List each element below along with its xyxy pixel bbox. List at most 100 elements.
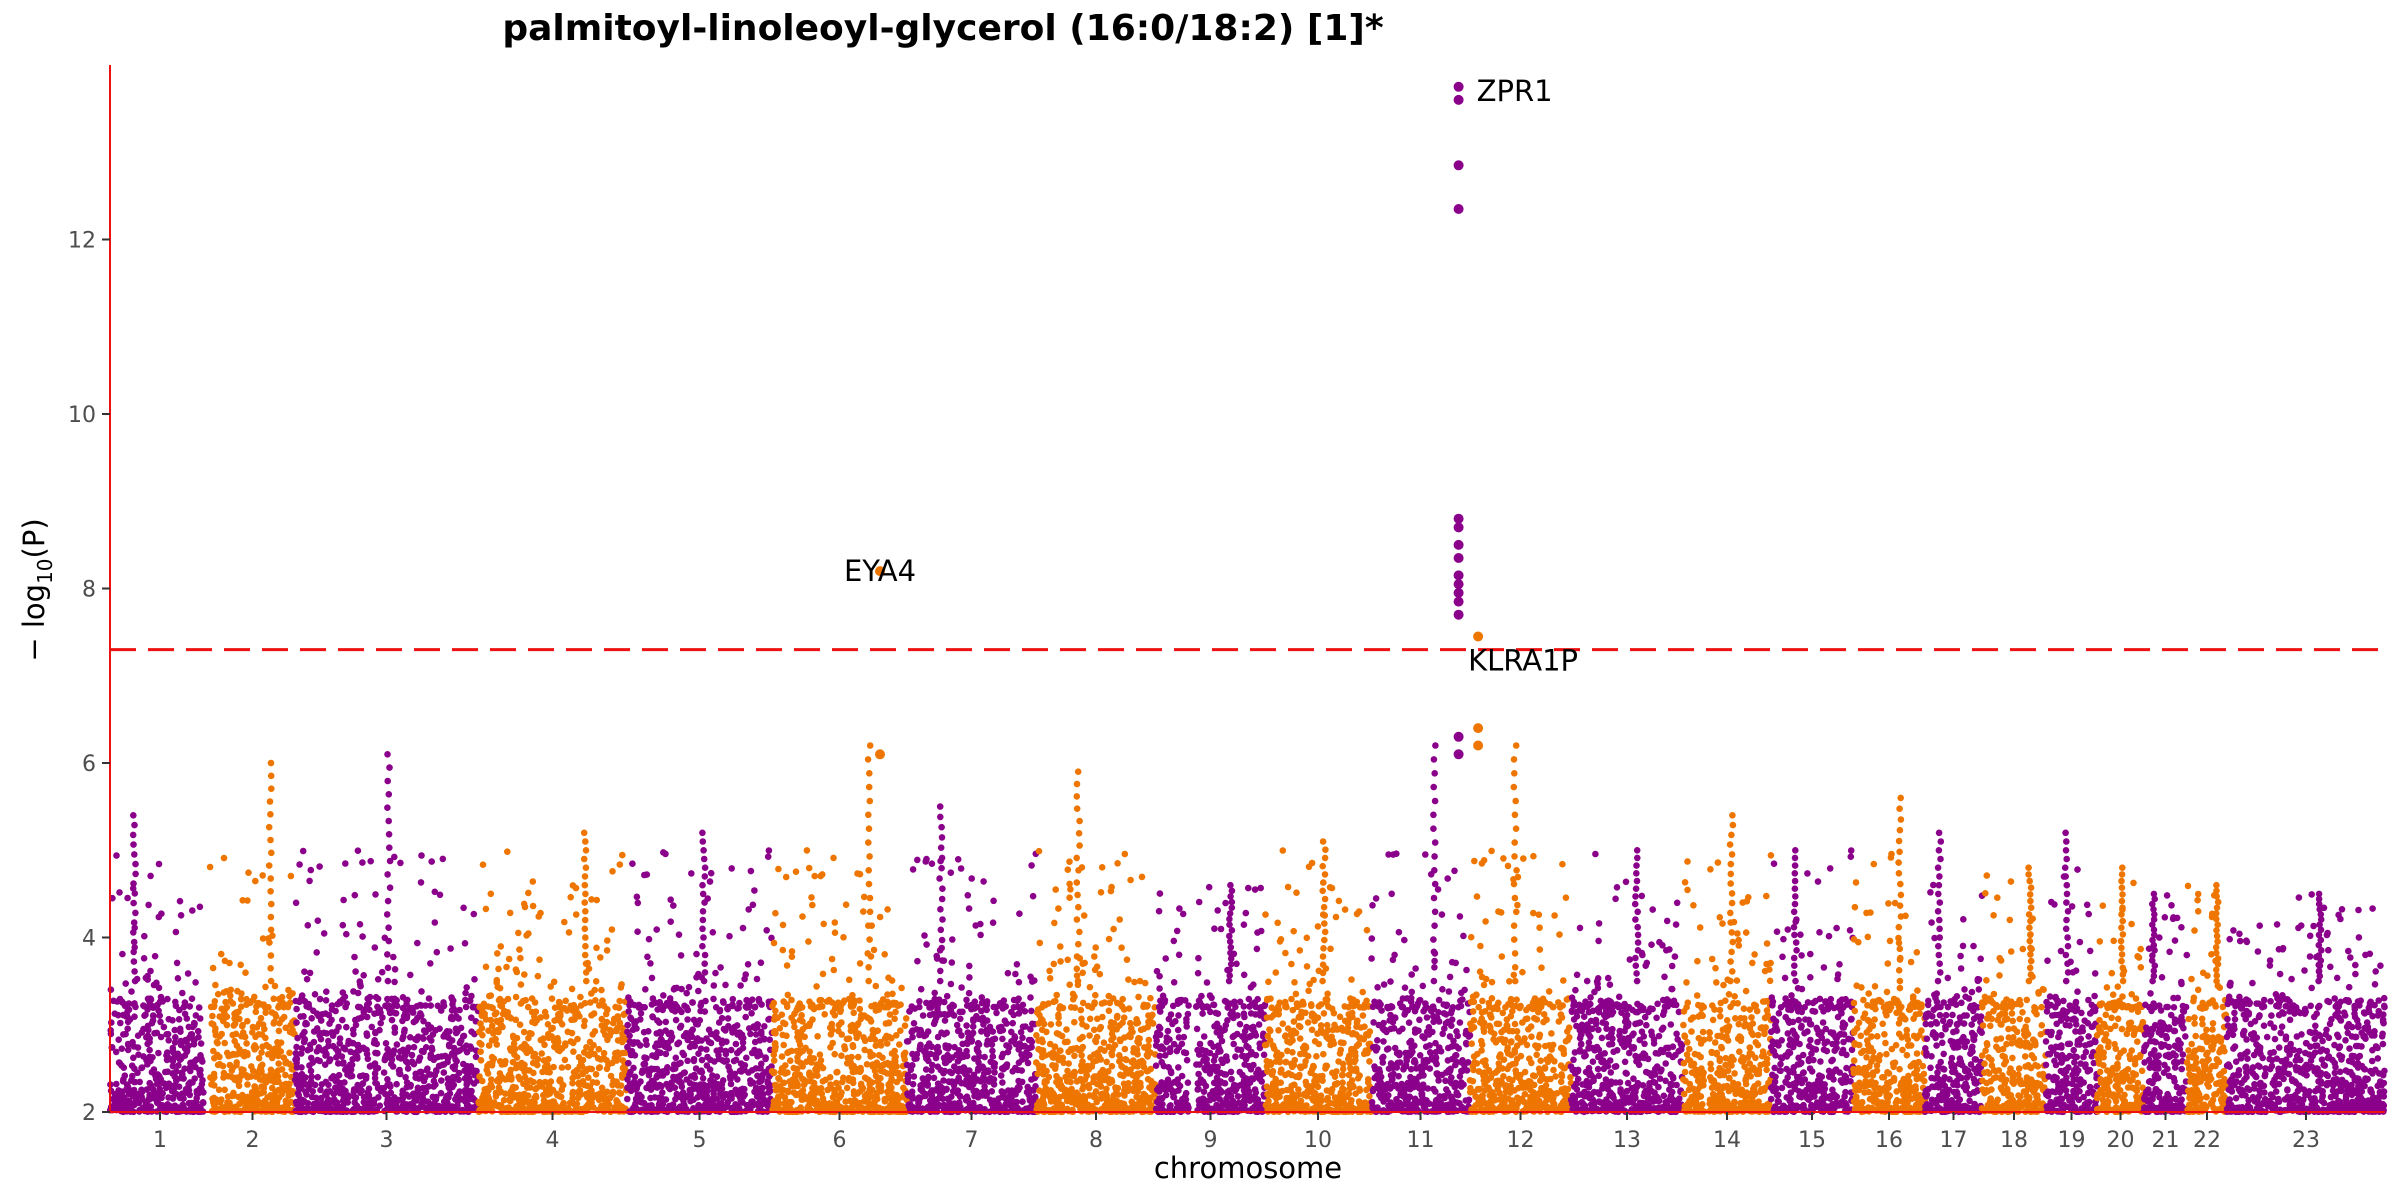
snp-point bbox=[285, 1080, 293, 1088]
snp-point bbox=[228, 1067, 236, 1074]
snp-point bbox=[678, 1008, 685, 1016]
snp-point bbox=[158, 910, 165, 917]
snp-point bbox=[663, 1069, 670, 1076]
snp-point bbox=[945, 1043, 953, 1050]
snp-point bbox=[292, 997, 300, 1005]
snp-point bbox=[259, 1021, 267, 1028]
snp-point bbox=[298, 1076, 306, 1084]
snp-point bbox=[857, 1067, 864, 1074]
snp-point bbox=[412, 1035, 419, 1043]
snp-point bbox=[972, 922, 979, 929]
snp-point bbox=[816, 997, 823, 1004]
snp-point bbox=[187, 1067, 194, 1075]
snp-point bbox=[894, 1002, 902, 1010]
snp-point bbox=[642, 1037, 650, 1044]
snp-point bbox=[526, 1084, 534, 1091]
snp-point bbox=[1064, 1067, 1071, 1075]
snp-point bbox=[1029, 892, 1037, 900]
snp-point bbox=[636, 1097, 643, 1105]
snp-point bbox=[1134, 1087, 1142, 1095]
snp-point bbox=[881, 951, 888, 958]
snp-point bbox=[775, 865, 782, 873]
snp-point bbox=[701, 969, 709, 976]
snp-point bbox=[507, 1047, 515, 1054]
snp-point bbox=[221, 1039, 228, 1047]
snp-point bbox=[616, 861, 624, 868]
snp-point bbox=[724, 1003, 732, 1011]
snp-point bbox=[550, 1063, 557, 1071]
snp-point bbox=[643, 871, 651, 878]
snp-point bbox=[386, 1081, 393, 1088]
snp-point bbox=[612, 1003, 619, 1011]
snp-point bbox=[809, 901, 816, 909]
snp-point bbox=[147, 967, 154, 975]
snp-point bbox=[239, 1070, 247, 1077]
snp-point bbox=[807, 1100, 814, 1107]
snp-point bbox=[252, 1044, 260, 1052]
snp-point bbox=[866, 853, 873, 860]
snp-point bbox=[927, 1096, 935, 1103]
snp-point bbox=[850, 1000, 858, 1008]
snp-point bbox=[864, 756, 872, 763]
snp-point bbox=[657, 1049, 664, 1057]
snp-point bbox=[749, 901, 757, 909]
snp-point bbox=[1145, 1036, 1153, 1044]
snp-point bbox=[191, 1020, 198, 1027]
snp-point bbox=[1046, 1040, 1054, 1048]
snp-point bbox=[977, 931, 984, 939]
snp-point bbox=[590, 1010, 598, 1017]
snp-point bbox=[546, 1068, 553, 1076]
snp-point bbox=[1026, 1095, 1034, 1102]
snp-point bbox=[771, 1046, 779, 1054]
snp-point bbox=[239, 897, 246, 904]
snp-point bbox=[826, 1100, 833, 1107]
snp-point bbox=[648, 1001, 656, 1008]
snp-point bbox=[190, 1037, 198, 1045]
snp-point bbox=[144, 995, 152, 1003]
snp-point bbox=[1089, 1103, 1096, 1110]
snp-point bbox=[397, 1048, 404, 1055]
snp-point bbox=[648, 974, 656, 982]
snp-point bbox=[916, 1105, 923, 1112]
snp-point bbox=[705, 1026, 713, 1034]
snp-point bbox=[165, 1037, 172, 1044]
snp-point bbox=[266, 939, 273, 946]
snp-point bbox=[1090, 1074, 1098, 1082]
snp-point bbox=[683, 989, 690, 997]
snp-point bbox=[505, 955, 513, 963]
snp-point bbox=[313, 1025, 321, 1032]
snp-point bbox=[233, 1042, 241, 1049]
snp-point bbox=[670, 902, 677, 909]
snp-point bbox=[999, 1079, 1006, 1086]
snp-point bbox=[343, 930, 350, 938]
snp-point bbox=[116, 889, 123, 896]
snp-point bbox=[581, 1017, 588, 1025]
snp-point bbox=[118, 1045, 126, 1052]
snp-point bbox=[726, 932, 733, 940]
snp-point bbox=[951, 1043, 958, 1051]
snp-point bbox=[667, 918, 674, 925]
snp-point bbox=[206, 863, 214, 871]
snp-point bbox=[865, 839, 872, 846]
snp-point bbox=[732, 1040, 740, 1048]
snp-point bbox=[386, 1048, 393, 1056]
snp-point bbox=[231, 1020, 239, 1027]
snp-point bbox=[739, 1093, 746, 1101]
snp-point bbox=[703, 1062, 711, 1069]
snp-point bbox=[865, 783, 873, 791]
snp-point bbox=[906, 1008, 913, 1015]
snp-point bbox=[373, 1040, 381, 1048]
snp-point bbox=[598, 1022, 606, 1029]
snp-point bbox=[129, 1072, 136, 1080]
snp-point bbox=[185, 1083, 192, 1090]
snp-point bbox=[945, 1078, 953, 1085]
snp-point bbox=[258, 1076, 265, 1083]
snp-point bbox=[400, 1033, 407, 1040]
snp-point bbox=[672, 1054, 680, 1062]
snp-point bbox=[506, 909, 514, 917]
snp-point bbox=[555, 1044, 563, 1051]
snp-point bbox=[582, 1104, 589, 1112]
snp-point bbox=[124, 894, 131, 902]
snp-point bbox=[353, 1053, 361, 1060]
snp-point bbox=[917, 1026, 924, 1034]
